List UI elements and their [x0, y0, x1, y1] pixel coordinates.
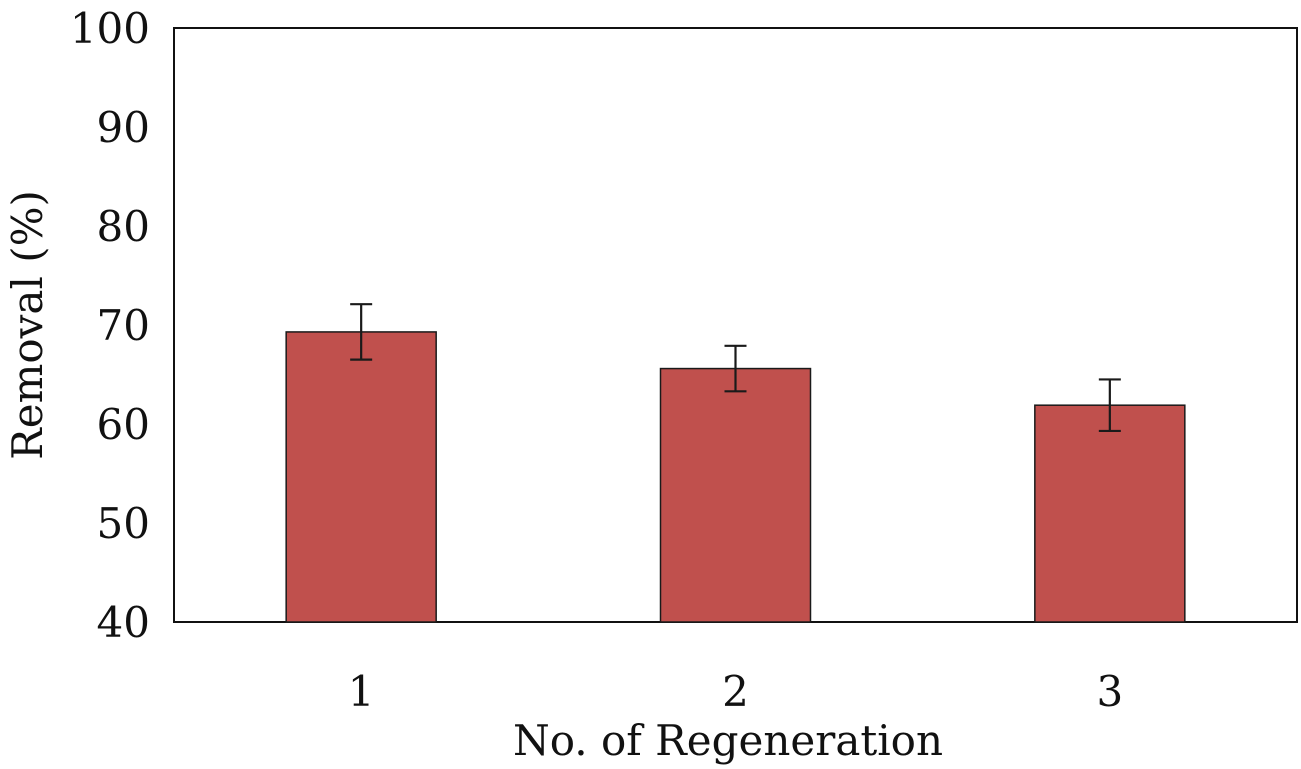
y-tick-label: 80	[97, 202, 150, 251]
error-bar-1	[350, 303, 373, 361]
y-tick-label: 60	[97, 400, 150, 449]
x-tick-label: 1	[348, 667, 375, 716]
x-axis-ticks: 1 2 3	[348, 667, 1123, 716]
y-axis-ticks: 40 50 60 70 80 90 100	[70, 4, 150, 647]
error-bar-3	[1098, 378, 1121, 433]
y-tick-label: 70	[97, 301, 150, 350]
bar-2	[659, 367, 812, 623]
y-tick-label: 40	[97, 598, 150, 647]
bar-1	[285, 331, 437, 623]
y-axis-title: Removal (%)	[3, 190, 52, 460]
y-tick-label: 90	[97, 103, 150, 152]
error-bar-2	[724, 344, 747, 393]
bar-3	[1034, 404, 1186, 623]
x-axis-title: No. of Regeneration	[513, 716, 943, 765]
error-bars-group	[350, 303, 1121, 433]
x-tick-label: 3	[1096, 667, 1123, 716]
y-tick-label: 100	[70, 4, 150, 53]
y-tick-label: 50	[97, 499, 150, 548]
x-tick-label: 2	[722, 667, 749, 716]
